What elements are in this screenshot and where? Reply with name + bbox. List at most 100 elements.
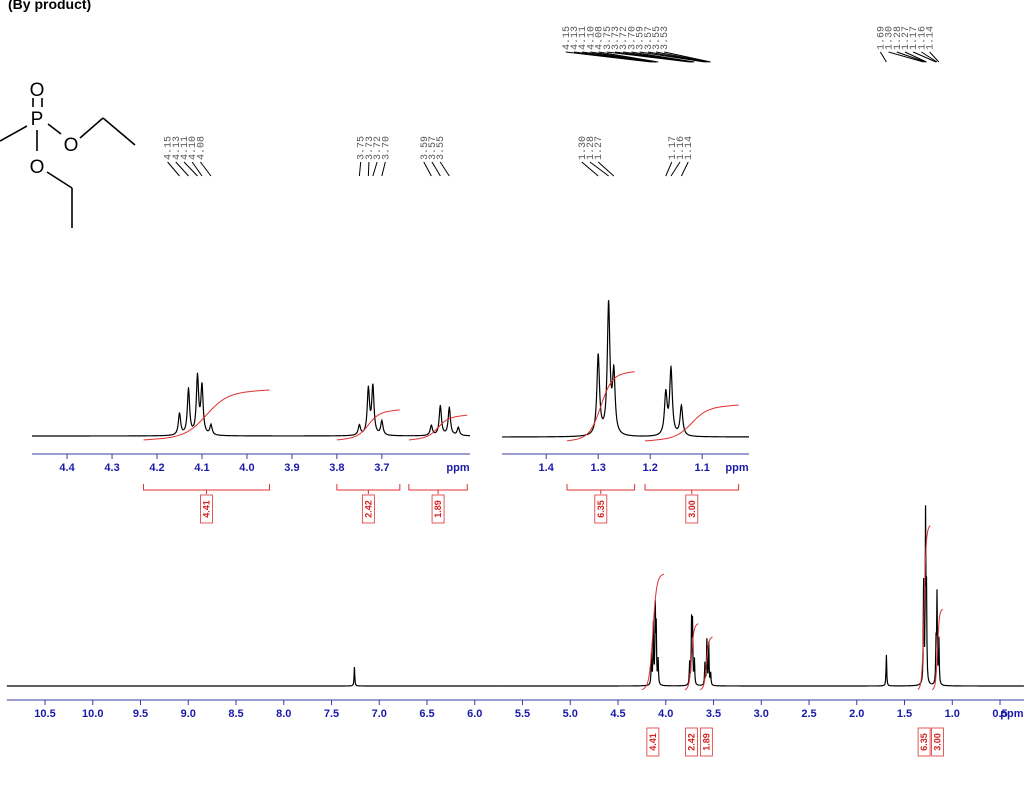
- peak-label: 4.08: [595, 26, 606, 50]
- x-tick-label: 9.0: [181, 708, 196, 720]
- spectrum-peak: [199, 382, 208, 430]
- x-tick-label: 3.9: [284, 462, 299, 474]
- peak-label: 3.72: [619, 26, 630, 50]
- x-tick-label: 4.0: [239, 462, 254, 474]
- peak-label: 1.30: [885, 26, 896, 50]
- integral-value: 1.89: [433, 500, 443, 518]
- peak-leader: [655, 51, 709, 63]
- peak-leader: [879, 51, 887, 63]
- integral-curve: [408, 414, 468, 441]
- integral-bracket: [408, 484, 468, 494]
- integral-bracket: [143, 484, 270, 494]
- x-tick-label: 1.0: [945, 708, 960, 720]
- peak-label: 4.10: [188, 136, 199, 160]
- x-tick-label: 4.3: [104, 462, 119, 474]
- peak-leader: [367, 161, 370, 177]
- x-tick-label: 3.0: [754, 708, 769, 720]
- peak-leader: [664, 51, 711, 63]
- integral-curve: [641, 573, 665, 691]
- x-tick-label: 9.5: [133, 708, 148, 720]
- peak-label: 1.28: [586, 136, 597, 160]
- atom-label: P: [31, 109, 44, 130]
- spectrum-peak: [435, 404, 446, 433]
- integral-value: 1.89: [701, 733, 711, 751]
- spectrum-peak: [699, 661, 707, 686]
- figure-title: (By product): [8, 0, 91, 12]
- peak-leader: [431, 161, 441, 177]
- x-tick-label: 4.5: [610, 708, 625, 720]
- x-tick-label: 1.2: [643, 462, 658, 474]
- peak-label: 4.15: [164, 136, 175, 160]
- x-tick-label: 8.0: [276, 708, 291, 720]
- x-tick-label: 8.5: [228, 708, 243, 720]
- peak-label: 1.17: [909, 26, 920, 50]
- x-tick-label: 3.5: [706, 708, 721, 720]
- peak-leader: [597, 161, 615, 177]
- x-tick-label: 6.0: [467, 708, 482, 720]
- spectrum-peak: [937, 636, 1024, 687]
- integral-value: 4.41: [201, 500, 211, 518]
- integral-box: [594, 494, 608, 524]
- peak-label: 3.72: [373, 136, 384, 160]
- peak-leader: [175, 161, 189, 177]
- integral-bracket: [336, 484, 401, 494]
- peak-leader: [631, 51, 695, 63]
- peak-label: 3.73: [611, 26, 622, 50]
- spectrum-peak: [691, 615, 695, 672]
- peak-leader: [191, 161, 203, 177]
- atom-label: O: [64, 135, 79, 156]
- peak-leader: [581, 161, 599, 177]
- spectrum-peak: [905, 578, 926, 687]
- x-tick-label: 1.3: [591, 462, 606, 474]
- integral-curve: [644, 404, 739, 442]
- peak-leader: [896, 51, 926, 63]
- integral-value: 6.35: [919, 733, 929, 751]
- peak-label: 3.70: [627, 26, 638, 50]
- spectrum-peak: [602, 300, 612, 419]
- peak-label: 4.13: [172, 136, 183, 160]
- peak-label: 3.70: [381, 136, 392, 160]
- peak-label: 3.55: [652, 26, 663, 50]
- peak-label: 3.53: [660, 26, 671, 50]
- spectrum-peak: [610, 363, 640, 437]
- integral-curve: [699, 636, 713, 691]
- spectrum-peak: [673, 660, 692, 687]
- x-tick-label: 5.5: [515, 708, 530, 720]
- integral-box: [699, 727, 713, 757]
- spectrum-peak: [655, 618, 658, 672]
- integral-box: [931, 727, 944, 757]
- peak-label: 1.17: [668, 136, 679, 160]
- integral-value: 2.42: [687, 733, 697, 751]
- integral-curve: [684, 623, 699, 691]
- peak-leader: [904, 51, 927, 63]
- spectrum-peak: [639, 388, 669, 437]
- atom-label: O: [30, 157, 45, 178]
- x-tick-label: 6.5: [419, 708, 434, 720]
- spectrum-peak: [798, 654, 906, 687]
- integral-box: [685, 727, 698, 757]
- peak-label: 1.14: [926, 26, 937, 50]
- x-tick-label: 10.5: [34, 708, 55, 720]
- peak-label: 3.73: [365, 136, 376, 160]
- spectrum-peak: [502, 652, 653, 687]
- peak-label: 1.16: [676, 136, 687, 160]
- integral-value: 3.00: [932, 733, 942, 751]
- spectrum-peak: [192, 372, 201, 427]
- integral-box: [200, 494, 213, 524]
- peak-leader: [670, 161, 681, 177]
- integral-bracket: [566, 484, 636, 494]
- spectrum-peak: [453, 425, 471, 437]
- integral-value: 6.35: [596, 500, 606, 518]
- spectrum-peak: [183, 387, 194, 430]
- spectrum-peak: [370, 383, 378, 431]
- spectrum-peak: [206, 422, 286, 437]
- peak-leader: [423, 161, 432, 177]
- integral-curve: [917, 525, 931, 690]
- peak-label: 1.69: [876, 26, 887, 50]
- x-tick-label: 4.4: [59, 462, 75, 474]
- integral-box: [361, 494, 375, 524]
- integral-value: 3.00: [687, 500, 697, 518]
- spectrum-peak: [692, 657, 700, 686]
- integral-box: [917, 727, 931, 757]
- spectrum-peak: [406, 424, 437, 437]
